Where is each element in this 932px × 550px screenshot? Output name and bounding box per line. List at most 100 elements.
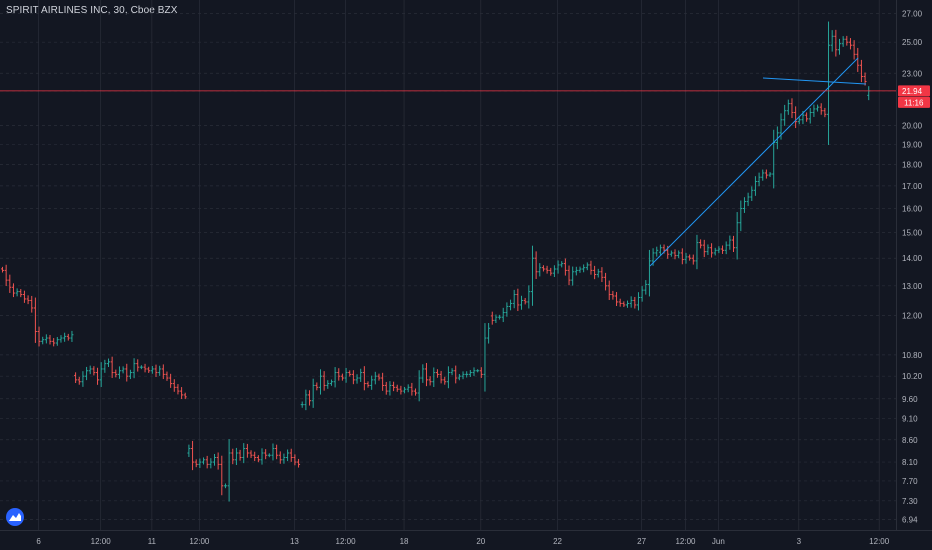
ohlc-bar — [688, 254, 692, 261]
ohlc-bar — [216, 452, 220, 470]
x-tick-label: 27 — [637, 537, 646, 546]
ohlc-bar — [812, 104, 816, 117]
ohlc-bar — [205, 455, 209, 469]
ohlc-bar — [775, 126, 779, 150]
ohlc-bar — [571, 266, 575, 286]
ohlc-bar — [19, 289, 23, 298]
y-tick-label: 8.60 — [902, 436, 918, 445]
ohlc-bar — [77, 376, 81, 385]
ohlc-bar — [15, 288, 19, 297]
x-tick-label: 22 — [553, 537, 562, 546]
ohlc-bar — [92, 366, 96, 376]
trend-line-up[interactable] — [649, 57, 859, 267]
ohlc-bar — [278, 451, 282, 464]
ohlc-bar — [187, 444, 191, 458]
ohlc-bar — [183, 392, 187, 400]
ohlc-bar — [388, 381, 392, 396]
ohlc-bar — [450, 368, 454, 376]
ohlc-bar — [59, 335, 63, 343]
ohlc-bar — [545, 265, 549, 274]
y-tick-label: 15.00 — [902, 229, 923, 238]
ohlc-bar — [739, 200, 743, 232]
ohlc-bar — [465, 371, 469, 378]
y-tick-label: 9.10 — [902, 415, 918, 424]
ohlc-bar — [607, 280, 611, 300]
y-tick-label: 19.00 — [902, 140, 923, 149]
ohlc-bar — [673, 249, 677, 260]
ohlc-bar — [600, 267, 604, 283]
tradingview-logo-icon[interactable] — [6, 508, 24, 526]
ohlc-bars — [1, 21, 871, 502]
ohlc-bar — [128, 369, 132, 380]
ohlc-bar — [337, 368, 341, 381]
ohlc-bar — [757, 172, 761, 187]
ohlc-bar — [161, 364, 165, 380]
ohlc-bar — [322, 371, 326, 391]
ohlc-bar — [267, 453, 271, 458]
ohlc-bar — [110, 356, 114, 378]
ohlc-bar — [136, 359, 140, 372]
ohlc-bar — [202, 457, 206, 465]
ohlc-bar — [421, 364, 425, 383]
ohlc-bar — [724, 241, 728, 255]
ohlc-bar — [88, 365, 92, 375]
y-tick-label: 23.00 — [902, 69, 923, 78]
ohlc-bar — [282, 453, 286, 464]
ohlc-bar — [764, 169, 768, 179]
ohlc-bar — [271, 443, 275, 461]
time-axis[interactable]: 6 12:00 11 12:00 13 12:00 18 20 22 27 12:00 Jun 3 12:… — [36, 537, 932, 546]
ohlc-bar — [702, 239, 706, 258]
ohlc-bar — [750, 186, 754, 201]
price-tags: 21.94 11:16 — [898, 85, 930, 108]
ohlc-bar — [66, 333, 70, 341]
ohlc-bar — [476, 369, 480, 373]
ohlc-bar — [461, 371, 465, 380]
ohlc-bar — [585, 262, 589, 271]
ohlc-bar — [359, 368, 363, 382]
y-tick-label: 16.00 — [902, 204, 923, 213]
ohlc-bar — [589, 260, 593, 275]
ohlc-bar — [176, 384, 180, 395]
ohlc-bar — [640, 286, 644, 302]
ohlc-bar — [209, 458, 213, 469]
ohlc-bar — [615, 292, 619, 307]
ohlc-bar — [647, 249, 651, 297]
ohlc-bar — [505, 302, 509, 317]
ohlc-bar — [399, 385, 403, 395]
ohlc-bar — [304, 389, 308, 411]
countdown-tag-bg — [898, 96, 930, 108]
x-tick-label: 12:00 — [91, 537, 112, 546]
ohlc-bar — [786, 99, 790, 115]
ohlc-bar — [329, 379, 333, 386]
ohlc-bar — [794, 106, 798, 129]
ohlc-bar — [633, 296, 637, 309]
last-price-tag-bg — [898, 85, 930, 97]
ohlc-bar — [355, 374, 359, 384]
y-tick-label: 14.00 — [902, 254, 923, 263]
ohlc-bar — [582, 264, 586, 273]
ohlc-bar — [472, 367, 476, 376]
last-price-tag: 21.94 — [902, 87, 923, 96]
ohlc-bar — [611, 290, 615, 300]
ohlc-bar — [362, 366, 366, 391]
ohlc-bar — [735, 212, 739, 260]
ohlc-bar — [717, 246, 721, 254]
ohlc-bar — [512, 289, 516, 309]
ohlc-bar — [106, 358, 110, 368]
ohlc-bar — [699, 239, 703, 249]
ohlc-bar — [768, 172, 772, 178]
ohlc-bar — [827, 21, 831, 145]
y-tick-label: 9.60 — [902, 395, 918, 404]
ohlc-bar — [604, 272, 608, 291]
ohlc-bar — [55, 336, 59, 346]
x-tick-label: 12:00 — [869, 537, 890, 546]
trend-line-flat[interactable] — [762, 77, 867, 85]
ohlc-bar — [264, 449, 268, 460]
trend-lines[interactable] — [649, 57, 867, 267]
ohlc-bar — [746, 192, 750, 206]
y-tick-label: 8.10 — [902, 458, 918, 467]
ohlc-bar — [125, 363, 129, 382]
ohlc-bar — [33, 297, 37, 343]
ohlc-bar — [578, 266, 582, 273]
